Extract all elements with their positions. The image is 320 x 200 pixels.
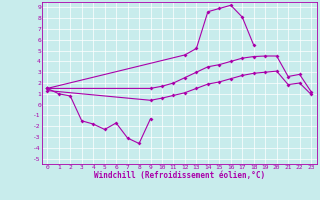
X-axis label: Windchill (Refroidissement éolien,°C): Windchill (Refroidissement éolien,°C) (94, 171, 265, 180)
